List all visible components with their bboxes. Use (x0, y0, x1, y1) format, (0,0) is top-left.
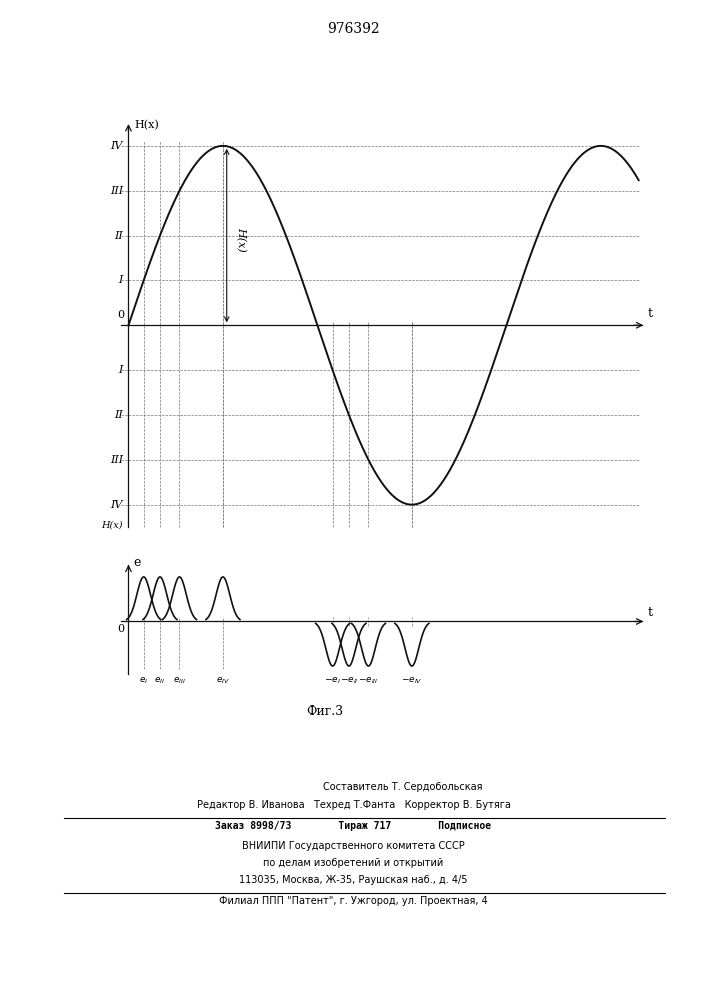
Text: III: III (110, 186, 123, 196)
Text: t: t (648, 307, 653, 320)
Text: $-e_{II}$: $-e_{II}$ (339, 676, 358, 686)
Text: Составитель Т. Сердобольская: Составитель Т. Сердобольская (323, 782, 483, 792)
Text: I: I (119, 275, 123, 285)
Text: II: II (114, 410, 123, 420)
Text: Редактор В. Иванова   Техред Т.Фанта   Корректор В. Бутяга: Редактор В. Иванова Техред Т.Фанта Корре… (197, 800, 510, 810)
Text: 976392: 976392 (327, 22, 380, 36)
Text: e: e (133, 556, 141, 569)
Text: t: t (648, 606, 653, 619)
Text: III: III (110, 455, 123, 465)
Text: 0: 0 (117, 310, 124, 320)
Text: ВНИИПИ Государственного комитета СССР: ВНИИПИ Государственного комитета СССР (242, 841, 465, 851)
Text: $e_I$: $e_I$ (139, 676, 148, 686)
Text: $-e_I$: $-e_I$ (325, 676, 341, 686)
Text: IV: IV (110, 141, 123, 151)
Text: Филиал ППП "Патент", г. Ужгород, ул. Проектная, 4: Филиал ППП "Патент", г. Ужгород, ул. Про… (219, 896, 488, 906)
Text: I: I (119, 365, 123, 375)
Text: 113035, Москва, Ж-35, Раушская наб., д. 4/5: 113035, Москва, Ж-35, Раушская наб., д. … (239, 875, 468, 885)
Text: $e_{II}$: $e_{II}$ (154, 676, 165, 686)
Text: по делам изобретений и открытий: по делам изобретений и открытий (264, 858, 443, 868)
Text: H(x): H(x) (134, 120, 159, 130)
Text: 0: 0 (117, 624, 124, 634)
Text: H(x): H(x) (101, 520, 123, 529)
Text: Фиг.3: Фиг.3 (307, 705, 344, 718)
Text: $-e_{IV}$: $-e_{IV}$ (401, 676, 423, 686)
Text: IV: IV (110, 500, 123, 510)
Text: $e_{III}$: $e_{III}$ (173, 676, 186, 686)
Text: $-e_{III}$: $-e_{III}$ (358, 676, 379, 686)
Text: Заказ 8998/73        Тираж 717        Подписное: Заказ 8998/73 Тираж 717 Подписное (216, 821, 491, 831)
Text: H(x): H(x) (236, 227, 247, 252)
Text: II: II (114, 231, 123, 241)
Text: $e_{IV}$: $e_{IV}$ (216, 676, 230, 686)
